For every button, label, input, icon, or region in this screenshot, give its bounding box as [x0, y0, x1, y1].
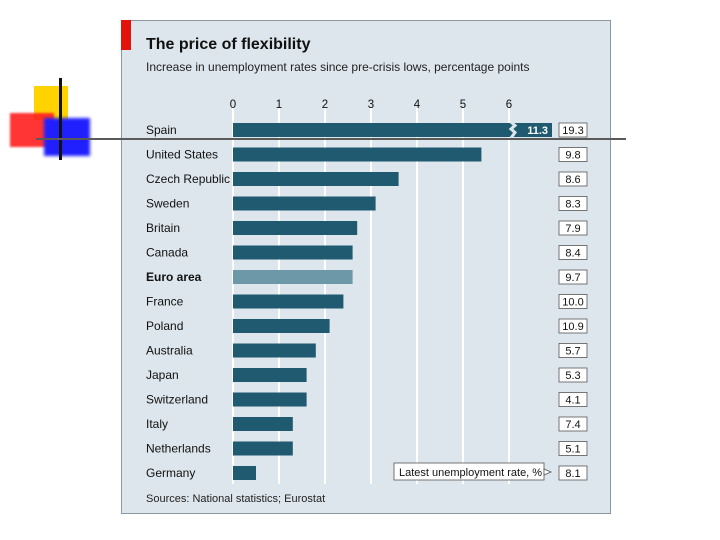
x-tick-label: 1	[276, 99, 282, 111]
value-box-label: 5.3	[565, 370, 580, 382]
value-box-label: 10.0	[562, 297, 583, 309]
x-tick-label: 2	[322, 99, 328, 111]
value-box	[558, 220, 588, 236]
value-box	[558, 269, 588, 285]
bar	[233, 245, 353, 260]
value-box	[558, 245, 588, 260]
bar	[233, 392, 307, 407]
category-label: United States	[146, 148, 218, 162]
category-label: Australia	[146, 344, 193, 358]
category-label: Japan	[146, 368, 179, 382]
value-box	[558, 367, 588, 383]
value-box	[558, 318, 588, 334]
category-label: Germany	[146, 466, 195, 480]
chart-panel	[121, 20, 611, 514]
callout-pointer	[543, 468, 553, 476]
value-box-label: 8.1	[565, 468, 580, 480]
bar	[233, 172, 399, 186]
value-box-label: 7.4	[565, 419, 580, 431]
category-label: Britain	[146, 221, 180, 235]
category-label: Italy	[146, 417, 168, 431]
bar-value-label: 11.3	[527, 125, 548, 137]
bar	[233, 196, 376, 211]
bar	[233, 466, 256, 480]
bar	[233, 147, 482, 162]
category-label: Spain	[146, 123, 177, 137]
value-box	[558, 171, 588, 187]
red-corner-tag	[121, 20, 131, 50]
category-label: Euro area	[146, 270, 202, 284]
category-label: Sweden	[146, 197, 189, 211]
value-box-label: 10.9	[562, 321, 583, 333]
decor-blue-square	[44, 118, 90, 156]
callout-text: Latest unemployment rate, %	[399, 467, 542, 479]
bar-break-mark	[508, 120, 518, 139]
chart-source: Sources: National statistics; Eurostat	[146, 493, 326, 505]
chart-title: The price of flexibility	[146, 36, 311, 53]
category-label: Poland	[146, 319, 183, 333]
value-box-label: 5.7	[565, 346, 580, 358]
value-box-label: 9.7	[565, 272, 580, 284]
bar	[233, 270, 353, 284]
bar	[233, 441, 293, 456]
value-box	[558, 196, 588, 211]
x-tick-label: 6	[506, 99, 512, 111]
value-box	[558, 441, 588, 456]
value-box-label: 8.4	[565, 248, 580, 260]
chart-subtitle: Increase in unemployment rates since pre…	[146, 60, 530, 74]
value-box-label: 4.1	[565, 395, 580, 407]
value-box-label: 8.6	[565, 174, 580, 186]
bar	[233, 343, 316, 358]
bar	[233, 123, 552, 137]
category-label: Czech Republic	[146, 172, 230, 186]
value-box	[558, 416, 588, 432]
value-box	[558, 465, 588, 481]
category-label: Switzerland	[146, 393, 208, 407]
value-box	[558, 392, 588, 407]
bar	[233, 417, 293, 431]
bar	[233, 221, 358, 235]
decor-vertical-line	[59, 78, 62, 160]
decor-horizontal-line	[36, 138, 626, 140]
value-box	[558, 343, 588, 358]
category-label: Netherlands	[146, 442, 211, 456]
bar	[233, 368, 307, 382]
x-tick-label: 5	[460, 99, 466, 111]
bar	[233, 294, 344, 309]
value-box	[558, 122, 588, 138]
value-box-label: 7.9	[565, 223, 580, 235]
value-box-label: 9.8	[565, 150, 580, 162]
x-tick-label: 4	[414, 99, 421, 111]
value-box-label: 19.3	[562, 125, 583, 137]
value-box	[558, 294, 588, 309]
category-label: Canada	[146, 246, 188, 260]
value-box-label: 8.3	[565, 199, 580, 211]
x-tick-label: 0	[230, 99, 236, 111]
bar	[233, 319, 330, 333]
category-label: France	[146, 295, 184, 309]
value-box-label: 5.1	[565, 444, 580, 456]
x-tick-label: 3	[368, 99, 374, 111]
value-box	[558, 147, 588, 162]
